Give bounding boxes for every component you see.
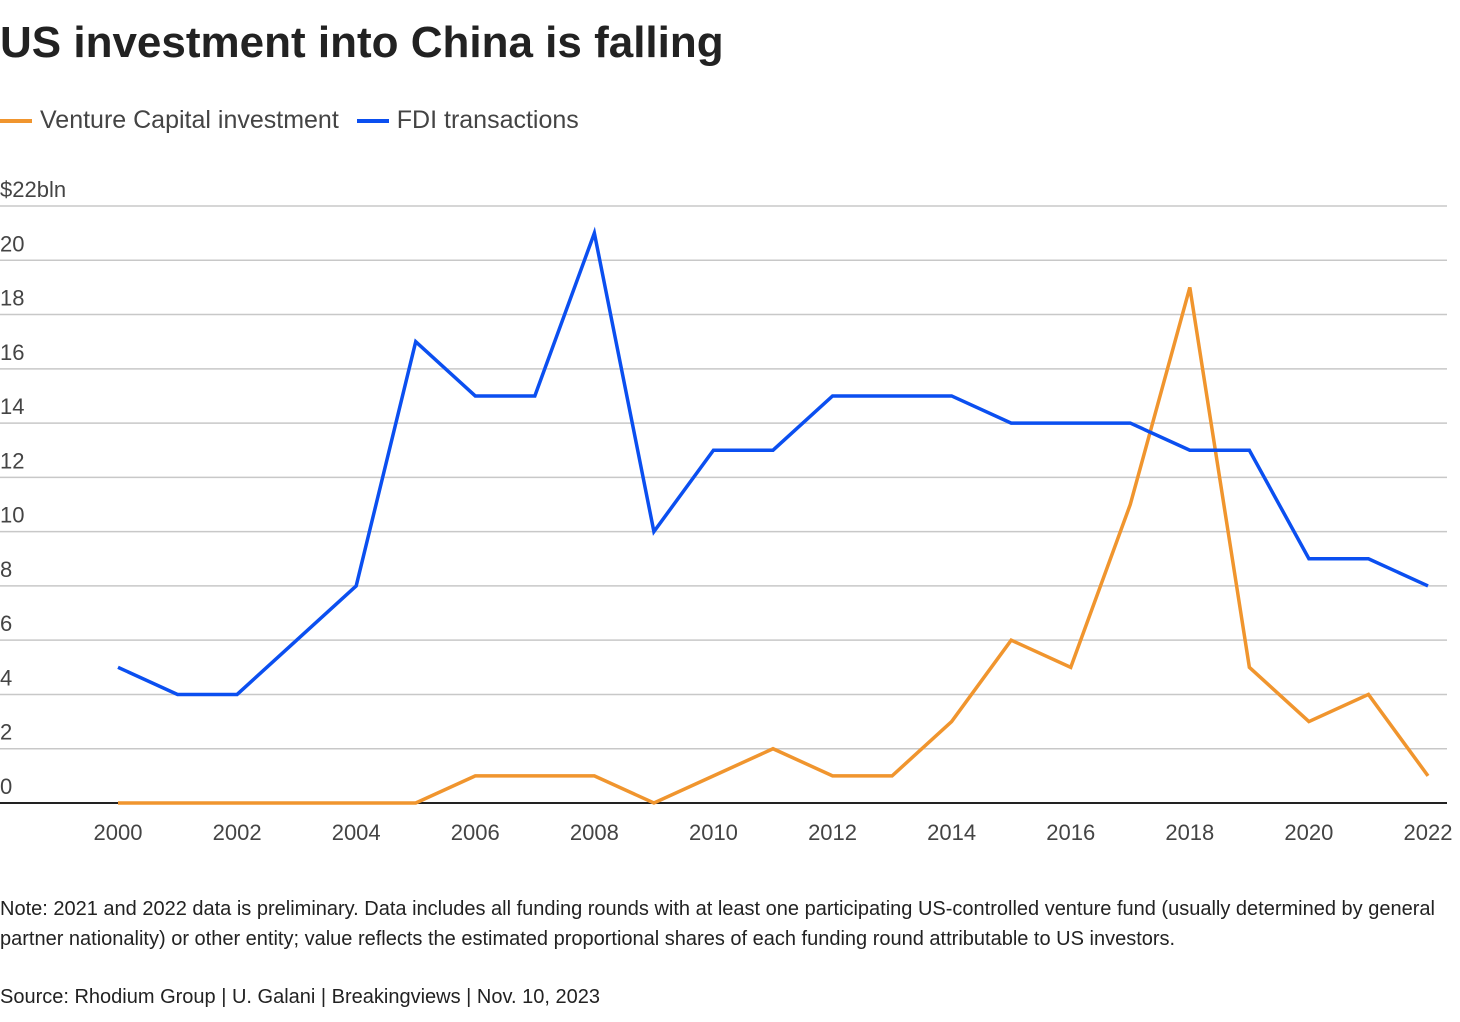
source: Source: Rhodium Group | U. Galani | Brea… [0, 986, 600, 1008]
x-tick-label: 2012 [808, 820, 857, 845]
x-tick-label: 2022 [1404, 820, 1453, 845]
x-tick-label: 2014 [927, 820, 976, 845]
y-tick-label: 18 [0, 286, 24, 311]
legend-swatch [356, 118, 389, 123]
y-tick-label: 6 [0, 611, 12, 636]
y-tick-label: $22bln [0, 177, 66, 202]
y-tick-label: 20 [0, 231, 24, 256]
legend-label: FDI transactions [396, 106, 579, 134]
x-tick-label: 2000 [94, 820, 143, 845]
legend-item: Venture Capital investment [0, 106, 339, 135]
legend-label: Venture Capital investment [40, 106, 339, 134]
y-tick-label: 12 [0, 448, 24, 473]
legend-swatch [0, 118, 32, 123]
y-tick-label: 0 [0, 774, 12, 799]
y-tick-label: 4 [0, 665, 12, 690]
series-line [118, 286, 1430, 805]
series-line [117, 226, 1429, 697]
x-tick-label: 2018 [1165, 820, 1214, 845]
x-tick-label: 2004 [332, 820, 381, 845]
y-tick-label: 2 [0, 720, 12, 745]
x-tick-label: 2020 [1284, 820, 1333, 845]
x-tick-label: 2016 [1046, 820, 1095, 845]
x-tick-label: 2008 [570, 820, 619, 845]
legend: Venture Capital investment FDI transactio… [0, 106, 579, 135]
note: Note: 2021 and 2022 data is preliminary.… [0, 898, 1435, 950]
y-tick-label: 16 [0, 340, 24, 365]
x-tick-label: 2010 [689, 820, 738, 845]
x-tick-label: 2002 [213, 820, 262, 845]
legend-item: FDI transactions [356, 106, 579, 135]
x-tick-label: 2006 [451, 820, 500, 845]
y-tick-label: 10 [0, 503, 24, 528]
chart-title: US investment into China is falling [0, 18, 724, 67]
y-tick-label: 14 [0, 394, 24, 419]
y-tick-label: 8 [0, 557, 12, 582]
